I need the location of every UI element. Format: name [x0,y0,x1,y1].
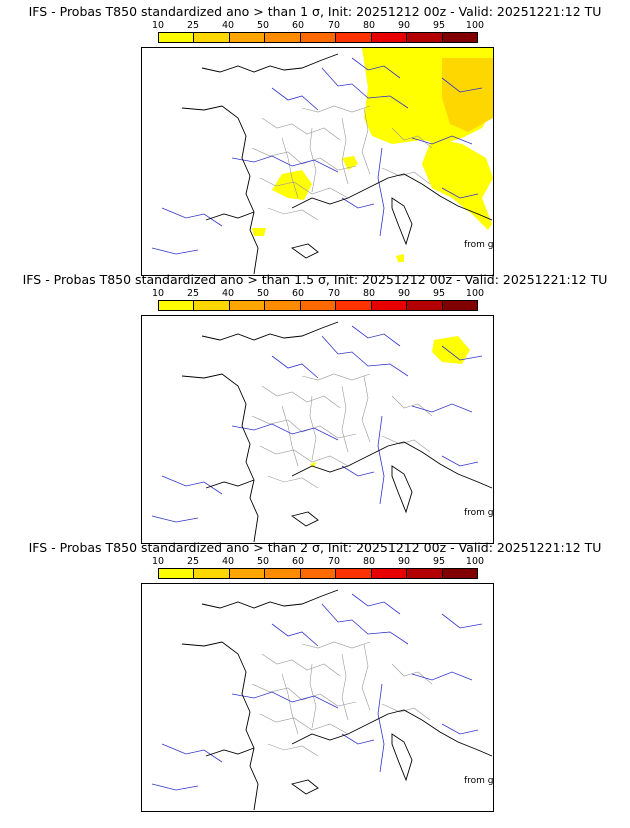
scale-label: 80 [362,288,376,299]
admin-borders [251,373,433,489]
scale-label: 90 [397,20,411,31]
scale-label: 95 [432,288,446,299]
scale-cell [194,33,230,42]
scale-label: 60 [291,288,305,299]
panel-title: IFS - Probas T850 standardized ano > tha… [22,272,608,287]
coastline [181,589,493,811]
panel-title: IFS - Probas T850 standardized ano > tha… [28,4,602,19]
coastline [181,53,493,275]
scale-label: 50 [256,556,270,567]
panel-title: IFS - Probas T850 standardized ano > tha… [28,540,602,555]
scale-cell [159,301,195,310]
probability-area [342,156,358,170]
scale-cell [300,301,337,310]
scale-label: 10 [151,556,165,567]
scale-cell [336,33,372,42]
scale-cell [407,301,443,310]
scale-cell [371,301,408,310]
scale-cell [371,33,408,42]
scale-cell [300,33,337,42]
scale-label: 70 [327,288,341,299]
scale-label: 40 [221,556,235,567]
scale-cell [300,569,337,578]
color-scale-labels: 10 25 40 50 60 70 80 90 95 100 [141,20,484,31]
scale-cell [159,569,195,578]
scale-label: 40 [221,20,235,31]
scale-cell [265,33,301,42]
probability-areas [252,48,493,262]
probability-area [422,138,493,230]
scale-label: 40 [221,288,235,299]
scale-cell [159,33,195,42]
scale-cell [407,33,443,42]
probability-area [396,254,404,262]
scale-cell [194,569,230,578]
probability-area [442,58,493,132]
scale-label: 80 [362,20,376,31]
color-scale-bar [158,300,478,311]
map-panel-3: IFS - Probas T850 standardized ano > tha… [0,536,630,812]
scale-label: 70 [327,556,341,567]
color-scale-labels: 10 25 40 50 60 70 80 90 95 100 [141,288,484,299]
map-panel-1: IFS - Probas T850 standardized ano > tha… [0,0,630,276]
credit-text: from grib files provided by ECMWF [464,240,494,250]
scale-cell [265,569,301,578]
credit-text: from grib files provided by ECMWF [464,508,494,518]
map-panel-2: IFS - Probas T850 standardized ano > tha… [0,268,630,544]
scale-label: 95 [432,556,446,567]
rivers [151,593,483,791]
scale-cell [229,301,266,310]
scale-label: 50 [256,288,270,299]
scale-label: 50 [256,20,270,31]
map-canvas [151,48,493,275]
scale-label: 95 [432,20,446,31]
scale-label: 60 [291,556,305,567]
admin-borders [251,105,433,221]
scale-label: 25 [186,556,200,567]
scale-label: 60 [291,20,305,31]
rivers [151,57,483,255]
scale-cell [371,569,408,578]
scale-label: 70 [327,20,341,31]
scale-cell [194,301,230,310]
color-scale-bar [158,568,478,579]
color-scale-labels: 10 25 40 50 60 70 80 90 95 100 [141,556,484,567]
map-frame: from grib files provided by ECMWF ©2025 … [141,583,494,812]
admin-borders [251,641,433,757]
scale-label: 80 [362,556,376,567]
map-canvas [151,589,493,811]
scale-label: 10 [151,288,165,299]
scale-cell [442,301,477,310]
credit-text: from grib files provided by ECMWF [464,776,494,786]
scale-label: 90 [397,288,411,299]
scale-cell [265,301,301,310]
scale-label: 90 [397,556,411,567]
color-scale-bar [158,32,478,43]
probability-area [432,336,470,364]
scale-cell [229,569,266,578]
probability-areas [310,336,470,468]
map-frame: from grib files provided by ECMWF ©2025 … [141,47,494,276]
probability-area [272,170,312,200]
scale-cell [229,33,266,42]
scale-label: 25 [186,288,200,299]
coastline [181,321,493,543]
scale-label: 100 [465,288,485,299]
scale-label: 100 [465,556,485,567]
scale-label: 100 [465,20,485,31]
scale-cell [336,569,372,578]
map-canvas [151,321,493,543]
scale-label: 10 [151,20,165,31]
rivers [151,325,483,523]
map-frame: from grib files provided by ECMWF ©2025 … [141,315,494,544]
scale-cell [442,569,477,578]
scale-label: 25 [186,20,200,31]
scale-cell [407,569,443,578]
scale-cell [442,33,477,42]
scale-cell [336,301,372,310]
probability-area [252,228,266,236]
